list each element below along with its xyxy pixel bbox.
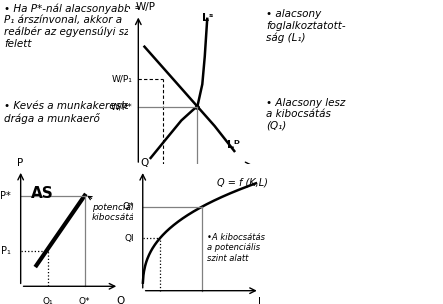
Text: • Ha P*-nál alacsonyabb a
P₁ árszínvonal, akkor a
reálbér az egyensúlyi szint
fe: • Ha P*-nál alacsonyabb a P₁ árszínvonal… [4,3,144,49]
Text: W/P₁: W/P₁ [111,74,132,83]
Text: • alacsony
foglalkoztatott-
ság (L₁): • alacsony foglalkoztatott- ság (L₁) [266,9,346,43]
Text: Lᴰ: Lᴰ [227,140,240,150]
Text: Ql: Ql [124,234,134,243]
Text: AS: AS [31,186,54,201]
Text: P: P [17,158,23,168]
Text: Q*: Q* [79,297,90,304]
Text: • Kevés a munkakereslet, túl
drága a munkaerő: • Kevés a munkakereslet, túl drága a mun… [4,101,155,124]
Text: • Alacsony lesz
a kibocsátás
(Q₁): • Alacsony lesz a kibocsátás (Q₁) [266,98,345,131]
Text: L: L [258,297,264,304]
Text: L: L [253,175,259,185]
Text: P₁: P₁ [1,247,11,256]
Text: Q = f (K,L): Q = f (K,L) [217,177,268,187]
Text: Lˢ: Lˢ [202,13,214,23]
Text: Q*: Q* [123,202,134,211]
Text: Q₁: Q₁ [43,297,54,304]
Text: •A kibocsátás
a potenciális
szint alatt: •A kibocsátás a potenciális szint alatt [207,233,265,263]
Text: Q: Q [140,158,148,168]
Text: Q: Q [116,295,124,304]
Text: P*: P* [0,191,11,201]
Text: W/P*: W/P* [110,102,132,111]
Text: potenciális
kibocsátás: potenciális kibocsátás [88,196,140,222]
Text: W/P: W/P [136,2,156,12]
